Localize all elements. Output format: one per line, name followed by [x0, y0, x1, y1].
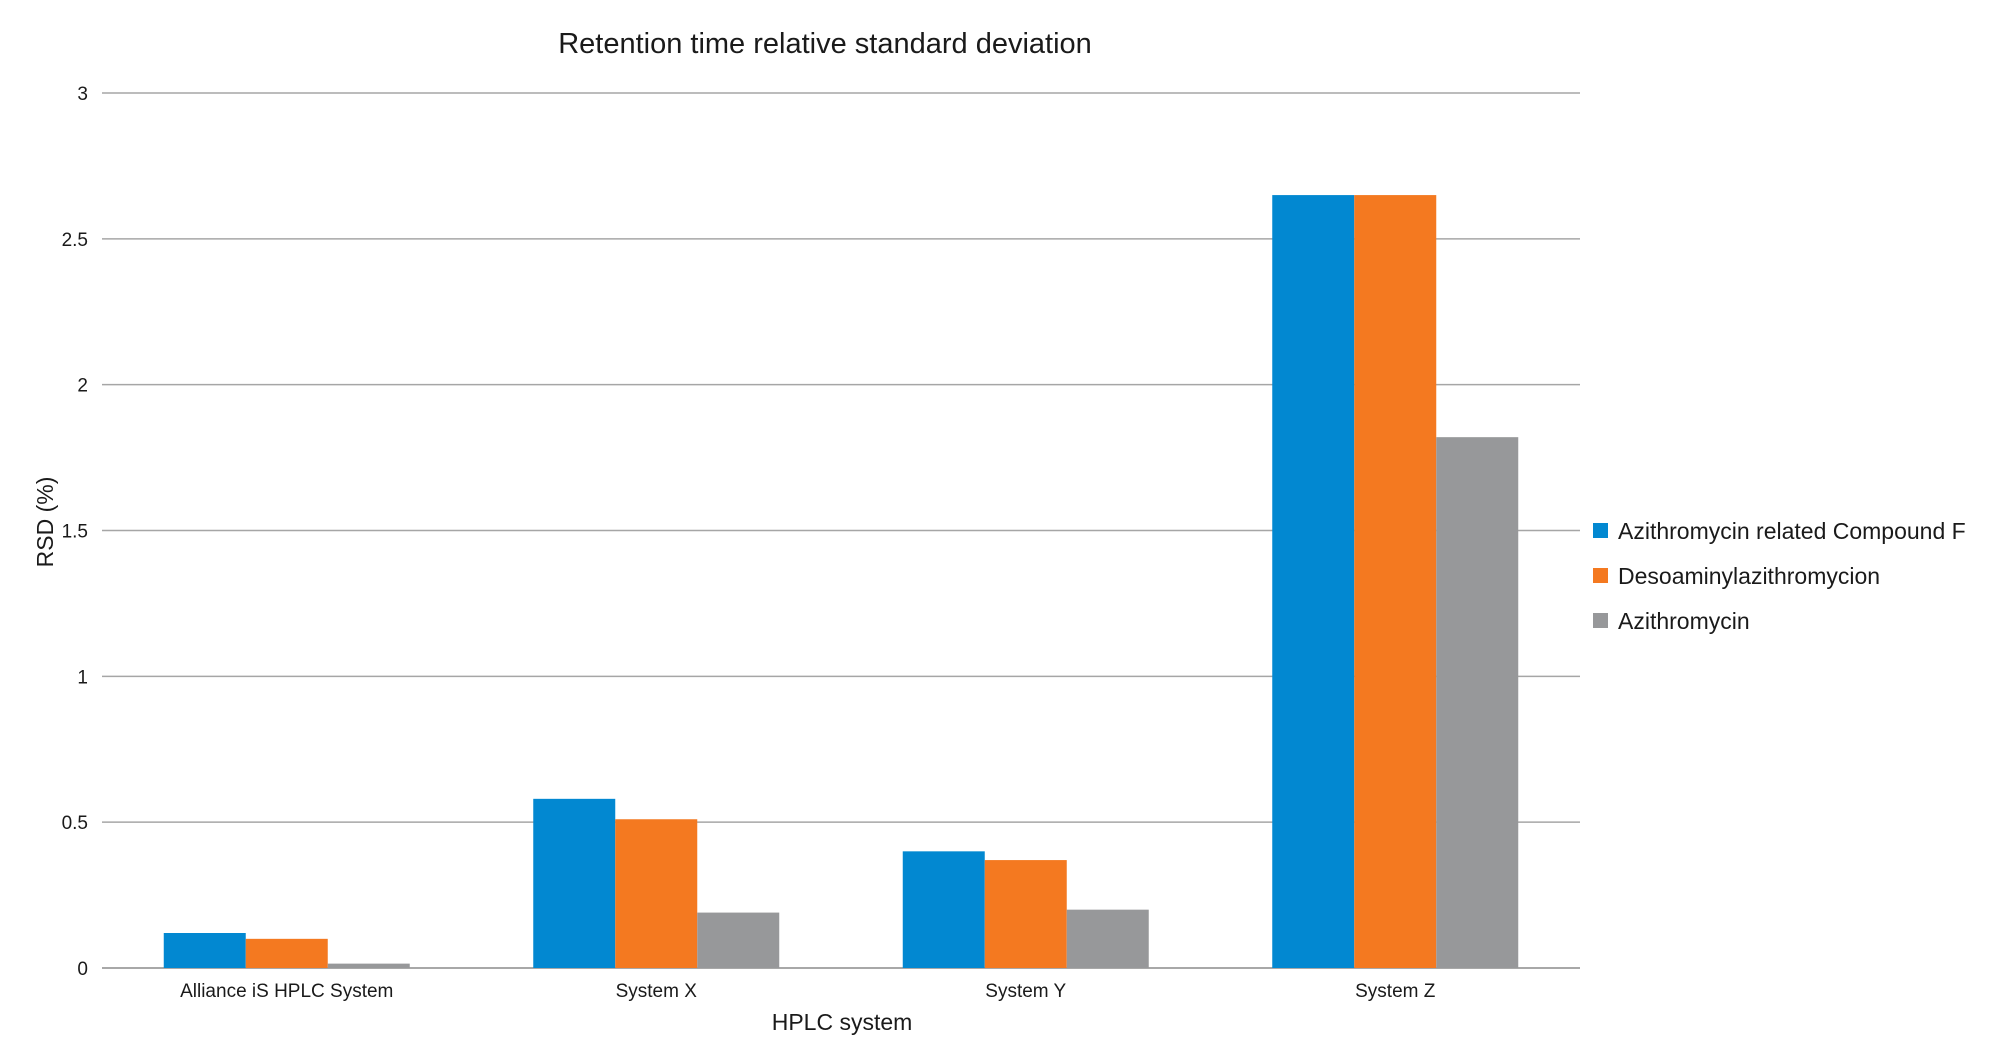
- bar: [615, 819, 698, 968]
- bar: [245, 938, 328, 968]
- y-tick-label: 2: [77, 376, 88, 397]
- y-tick-label: 2.5: [62, 230, 88, 251]
- legend-label: Desoaminylazithromycion: [1618, 563, 1880, 589]
- x-tick-label: Alliance iS HPLC System: [180, 981, 393, 1002]
- x-tick-label: System Y: [985, 981, 1066, 1002]
- y-tick-label: 3: [77, 84, 88, 105]
- legend: Azithromycin related Compound F Desoaminy…: [1593, 518, 1966, 634]
- x-tick-label: System X: [616, 981, 698, 1002]
- bar: [697, 912, 780, 968]
- y-tick-label: 1.5: [62, 522, 88, 543]
- legend-swatch: [1593, 613, 1608, 628]
- bar: [1436, 437, 1519, 969]
- bars: [163, 195, 1519, 969]
- bar: [1066, 909, 1149, 968]
- bar: [533, 798, 616, 968]
- bar: [327, 963, 410, 968]
- bar: [984, 860, 1067, 968]
- legend-label: Azithromycin: [1618, 608, 1750, 634]
- y-tick-label: 0: [77, 959, 88, 980]
- y-tick-label: 1: [77, 667, 88, 688]
- bar: [902, 851, 985, 968]
- x-tick-label: System Z: [1355, 981, 1436, 1002]
- gridlines: [102, 92, 1580, 969]
- bar: [1272, 195, 1355, 969]
- y-tick-label: 0.5: [62, 813, 88, 834]
- y-axis-ticks: 0 0.5 1 1.5 2 2.5 3: [62, 84, 88, 980]
- legend-swatch: [1593, 523, 1608, 538]
- x-axis-ticks: Alliance iS HPLC System System X System Y S…: [180, 981, 1436, 1002]
- legend-swatch: [1593, 568, 1608, 583]
- y-axis-title: RSD (%): [32, 477, 58, 568]
- chart-title: Retention time relative standard deviati…: [558, 28, 1092, 60]
- legend-label: Azithromycin related Compound F: [1618, 518, 1966, 544]
- bar: [1354, 195, 1437, 969]
- x-axis-title: HPLC system: [772, 1009, 913, 1035]
- bar: [163, 933, 246, 968]
